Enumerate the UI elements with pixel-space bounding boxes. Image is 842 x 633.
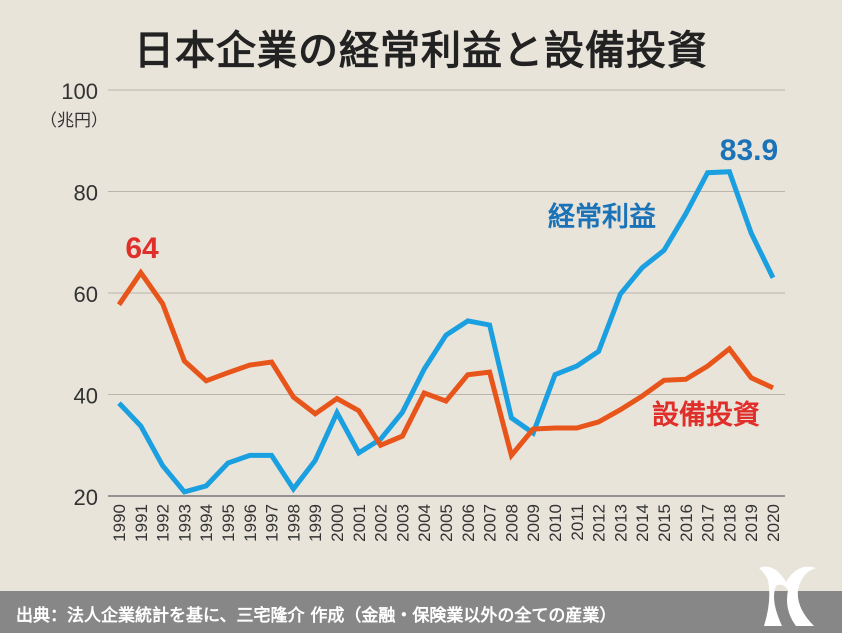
y-tick-label: 100: [61, 79, 98, 104]
y-tick-label: 60: [74, 282, 98, 307]
brand-logo: [759, 566, 816, 626]
x-tick-label: 2011: [568, 504, 587, 541]
x-tick-label: 1999: [306, 504, 325, 542]
x-tick-label: 2009: [524, 504, 543, 542]
annotation-peak-profit: 83.9: [720, 134, 778, 167]
x-tick-label: 2013: [611, 504, 630, 542]
x-tick-label: 1991: [132, 504, 151, 542]
x-tick-label: 1993: [175, 504, 194, 542]
x-tick-label: 2016: [677, 504, 696, 542]
x-tick-label: 2015: [655, 504, 674, 542]
x-tick-label: 1992: [154, 504, 173, 542]
x-tick-label: 2010: [546, 504, 565, 542]
y-tick-label: 40: [74, 384, 98, 409]
series-label-capex: 設備投資: [652, 399, 760, 431]
chart-title: 日本企業の経常利益と設備投資: [134, 28, 708, 74]
x-tick-label: 2006: [459, 504, 478, 542]
x-tick-label: 2014: [633, 504, 652, 542]
x-tick-label: 1997: [263, 504, 282, 542]
x-tick-label: 2012: [590, 504, 609, 542]
x-tick-label: 1996: [241, 504, 260, 542]
x-tick-label: 1994: [197, 504, 216, 542]
series-line-profit: [117, 169, 776, 495]
x-tick-label: 2005: [437, 504, 456, 542]
source-footer: 出典：法人企業統計を基に、三宅隆介 作成（金融・保険業以外の全ての産業）: [0, 591, 842, 633]
series-label-profit: 経常利益: [548, 201, 656, 233]
x-tick-label: 1995: [219, 504, 238, 542]
x-tick-label: 2017: [699, 504, 718, 542]
x-tick-label: 2001: [350, 504, 369, 542]
y-tick-label: 20: [74, 485, 98, 510]
x-tick-label: 1998: [284, 504, 303, 542]
x-tick-label: 2004: [415, 504, 434, 542]
x-tick-label: 2007: [481, 504, 500, 542]
x-tick-label: 2002: [372, 504, 391, 542]
x-tick-label: 1990: [110, 504, 129, 542]
x-tick-label: 2018: [720, 504, 739, 542]
annotation-peak-capex: 64: [125, 232, 159, 265]
x-tick-label: 2008: [502, 504, 521, 542]
y-axis-unit: （兆円）: [40, 111, 108, 131]
x-tick-label: 2019: [742, 504, 761, 542]
source-text: 出典：法人企業統計を基に、三宅隆介 作成（金融・保険業以外の全ての産業）: [16, 606, 617, 626]
x-tick-label: 2020: [764, 504, 783, 542]
x-tick-label: 2003: [393, 504, 412, 542]
y-tick-label: 80: [74, 181, 98, 206]
x-tick-label: 2000: [328, 504, 347, 542]
